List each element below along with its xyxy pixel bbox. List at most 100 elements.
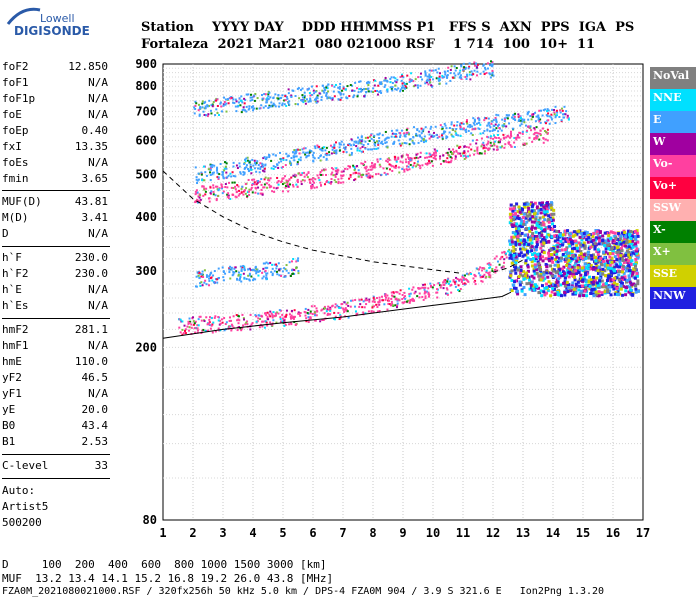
echo-point [396,302,399,305]
echo-point [616,265,620,269]
echo-point [607,252,611,256]
echo-point [225,162,228,165]
echo-point [217,176,220,179]
echo-point [250,93,253,96]
echo-point [193,106,196,109]
echo-point [533,265,537,269]
echo-point [539,211,543,215]
echo-point [218,319,221,322]
echo-point [413,299,416,302]
echo-point [555,114,558,117]
echo-point [550,256,554,260]
echo-point [238,277,241,280]
echo-point [535,268,539,272]
echo-point [559,234,563,238]
echo-point [548,115,551,118]
echo-point [446,292,449,295]
echo-point [230,186,233,189]
echo-point [339,143,342,146]
echo-point [445,161,448,164]
footer-file-info: FZA0M_2021080021000.RSF / 320fx256h 50 k… [2,586,605,597]
echo-point [290,269,293,272]
echo-point [625,240,629,244]
echo-point [530,234,534,238]
echo-point [537,224,541,228]
echo-point [496,124,499,127]
echo-point [199,282,202,285]
echo-point [401,82,404,85]
echo-point [213,270,216,273]
echo-point [284,95,287,98]
echo-point [275,314,278,317]
echo-point [521,130,524,133]
echo-point [408,133,411,136]
echo-point [374,163,377,166]
echo-point [438,284,441,287]
echo-point [425,79,428,82]
echo-point [212,321,215,324]
echo-point [245,110,248,113]
echo-point [283,267,286,270]
echo-point [488,275,491,278]
echo-point [194,320,197,323]
echo-point [372,310,375,313]
echo-point [368,81,371,84]
echo-point [592,280,596,284]
echo-point [578,268,582,272]
echo-point [523,253,527,257]
echo-point [598,265,602,269]
echo-point [242,106,245,109]
echo-point [633,242,637,246]
param-value: 230.0 [74,267,108,280]
echo-point [615,287,619,291]
echo-point [227,197,230,200]
echo-point [255,183,258,186]
echo-point [629,281,633,285]
echo-point [320,169,323,172]
echo-point [444,281,447,284]
echo-point [539,132,542,135]
param-row: h`F2 230.0 [2,267,108,281]
echo-point [231,274,234,277]
echo-point [194,201,197,204]
param-value: 46.5 [81,371,109,384]
echo-point [564,273,568,277]
echo-point [543,218,547,222]
echo-point [226,195,229,198]
echo-point [543,293,547,297]
echo-point [179,331,182,334]
param-value: 12.850 [68,60,108,73]
divider [2,246,110,247]
echo-point [616,248,620,252]
echo-point [556,284,560,288]
echo-point [285,269,288,272]
echo-point [528,287,532,291]
echo-point [512,235,516,239]
echo-point [373,301,376,304]
echo-point [239,104,242,107]
echo-point [592,232,596,236]
echo-point [635,231,639,235]
echo-point [538,268,542,272]
echo-point [235,270,238,273]
echo-point [304,307,307,310]
echo-point [318,92,321,95]
echo-point [569,258,573,262]
echo-point [550,201,554,205]
echo-point [481,143,484,146]
echo-point [195,102,198,105]
legend-item-x-: X+ [650,243,696,265]
echo-point [295,323,298,326]
param-value: N/A [88,227,108,240]
echo-point [603,264,607,268]
echo-point [355,145,358,148]
echo-point [228,325,231,328]
echo-point [568,272,572,276]
echo-point [586,267,590,271]
echo-point [210,324,213,327]
echo-point [272,165,275,168]
echo-point [285,313,288,316]
echo-point [598,230,602,234]
echo-point [371,300,374,303]
echo-point [284,175,287,178]
